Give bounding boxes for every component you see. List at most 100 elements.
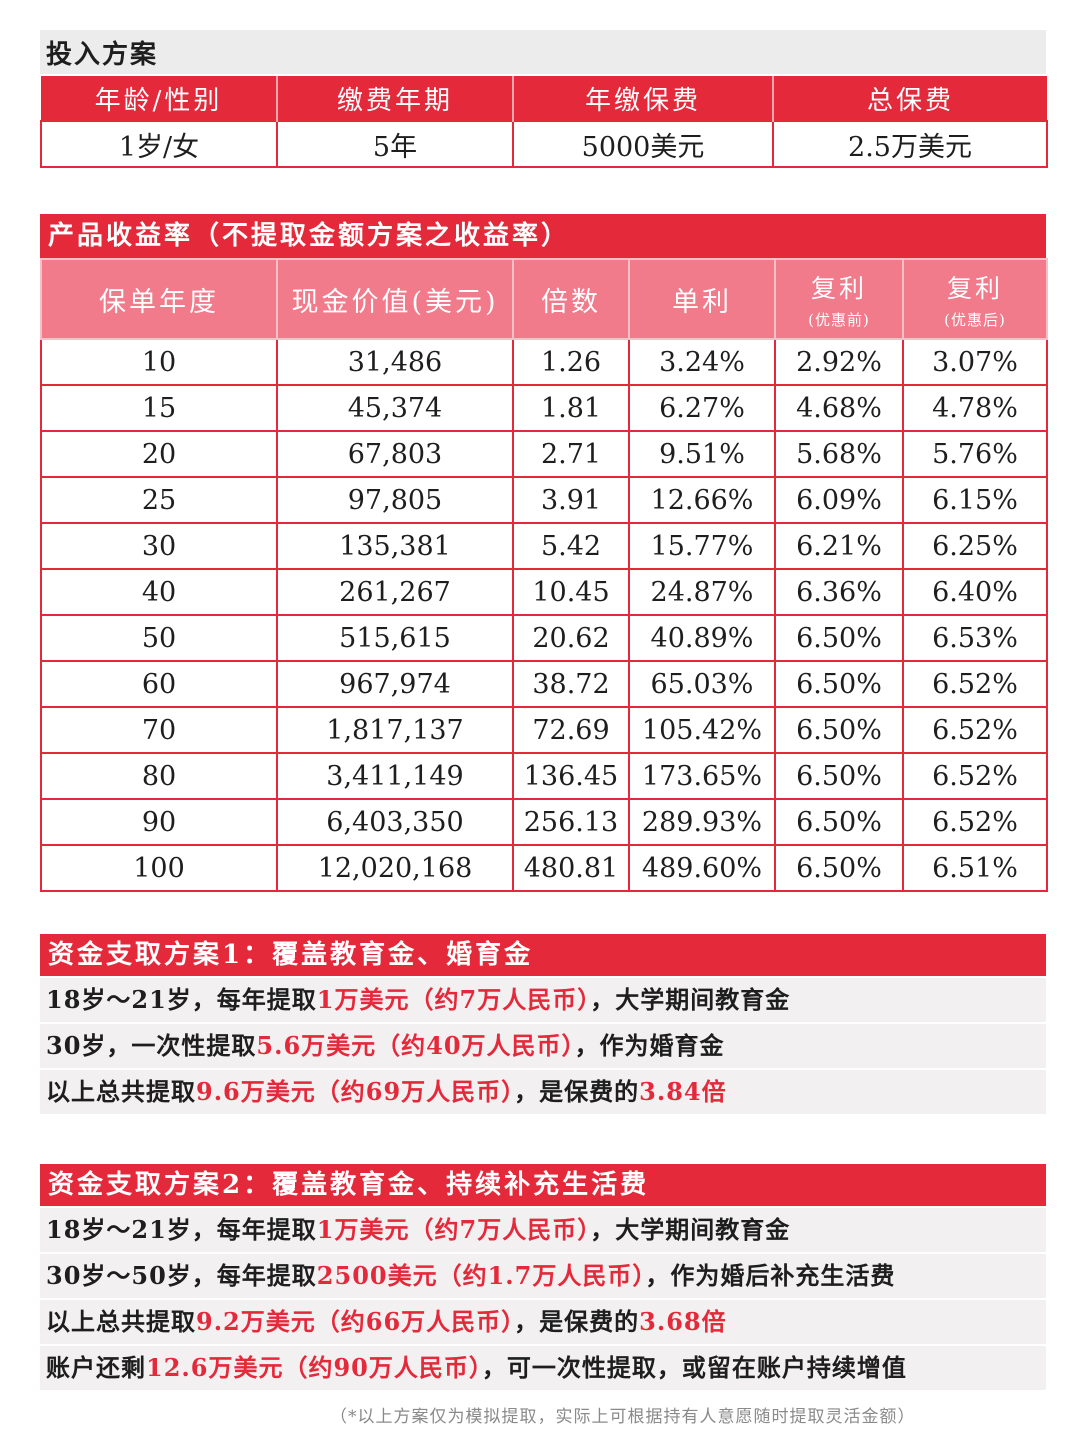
plan1-line: 30岁，一次性提取5.6万美元（约40万人民币），作为婚育金	[40, 1024, 1046, 1068]
header-compound-after: 复利 (优惠后)	[902, 258, 1048, 340]
cell-compound-after: 3.07%	[902, 338, 1048, 386]
cell-simple-rate: 6.27%	[628, 384, 776, 432]
header-policy-year: 保单年度	[40, 258, 278, 340]
table-row: 40 261,267 10.45 24.87% 6.36% 6.40%	[40, 568, 1048, 616]
returns-header-row: 保单年度 现金价值(美元) 倍数 单利 复利 (优惠前) 复利 (优惠后)	[40, 258, 1048, 340]
plan2-line: 18岁～21岁，每年提取1万美元（约7万人民币），大学期间教育金	[40, 1208, 1046, 1252]
plan1-line-part-c: ，是保费的	[514, 1077, 640, 1106]
cell-cash-value: 12,020,168	[276, 844, 514, 892]
cell-compound-after: 5.76%	[902, 430, 1048, 478]
cell-cash-value: 3,411,149	[276, 752, 514, 800]
plan1-line-part-c: ，大学期间教育金	[590, 985, 791, 1014]
investment-header-row: 年龄/性别 缴费年期 年缴保费 总保费	[41, 76, 1047, 121]
plan2-line: 以上总共提取9.2万美元（约66万人民币），是保费的3.68倍	[40, 1300, 1046, 1344]
cell-compound-after: 6.52%	[902, 798, 1048, 846]
table-row: 100 12,020,168 480.81 489.60% 6.50% 6.51%	[40, 844, 1048, 892]
cell-multiple: 10.45	[512, 568, 630, 616]
plan1-title: 资金支取方案1：覆盖教育金、婚育金	[40, 934, 1046, 976]
plan2-line: 30岁～50岁，每年提取2500美元（约1.7万人民币），作为婚后补充生活费	[40, 1254, 1046, 1298]
plan1-line-part-b: 5.6万美元（约40万人民币）	[256, 1031, 575, 1060]
investment-title: 投入方案	[46, 40, 159, 70]
table-row: 50 515,615 20.62 40.89% 6.50% 6.53%	[40, 614, 1048, 662]
cell-simple-rate: 40.89%	[628, 614, 776, 662]
cell-simple-rate: 65.03%	[628, 660, 776, 708]
investment-table: 年龄/性别 缴费年期 年缴保费 总保费 1岁/女 5年 5000美元 2.5万美…	[40, 76, 1048, 168]
cell-compound-after: 6.51%	[902, 844, 1048, 892]
cell-compound-after: 4.78%	[902, 384, 1048, 432]
table-row: 25 97,805 3.91 12.66% 6.09% 6.15%	[40, 476, 1048, 524]
plan1-line-part-a: 30岁，一次性提取	[46, 1031, 257, 1060]
cell-policy-year: 90	[40, 798, 278, 846]
cell-compound-before: 6.09%	[774, 476, 904, 524]
cell-compound-before: 6.50%	[774, 844, 904, 892]
returns-title: 产品收益率（不提取金额方案之收益率）	[40, 214, 1046, 258]
value-age-gender: 1岁/女	[40, 120, 278, 168]
cell-policy-year: 70	[40, 706, 278, 754]
cell-multiple: 136.45	[512, 752, 630, 800]
header-compound-before-sub: (优惠前)	[808, 310, 870, 329]
value-annual-premium: 5000美元	[512, 120, 774, 168]
header-cash-value: 现金价值(美元)	[276, 258, 514, 340]
cell-multiple: 5.42	[512, 522, 630, 570]
plan1-line: 18岁～21岁，每年提取1万美元（约7万人民币），大学期间教育金	[40, 978, 1046, 1022]
cell-cash-value: 67,803	[276, 430, 514, 478]
cell-policy-year: 10	[40, 338, 278, 386]
cell-simple-rate: 9.51%	[628, 430, 776, 478]
cell-compound-before: 5.68%	[774, 430, 904, 478]
plan2-line-part-a: 18岁～21岁，每年提取	[46, 1215, 317, 1244]
cell-policy-year: 20	[40, 430, 278, 478]
table-row: 30 135,381 5.42 15.77% 6.21% 6.25%	[40, 522, 1048, 570]
cell-policy-year: 40	[40, 568, 278, 616]
cell-compound-before: 6.36%	[774, 568, 904, 616]
cell-multiple: 72.69	[512, 706, 630, 754]
table-row: 15 45,374 1.81 6.27% 4.68% 4.78%	[40, 384, 1048, 432]
plan2-line-part-d: 3.68倍	[639, 1307, 727, 1336]
plan2-line: 账户还剩12.6万美元（约90万人民币），可一次性提取，或留在账户持续增值	[40, 1346, 1046, 1390]
cell-compound-after: 6.15%	[902, 476, 1048, 524]
cell-multiple: 480.81	[512, 844, 630, 892]
cell-multiple: 2.71	[512, 430, 630, 478]
header-simple-rate: 单利	[628, 258, 776, 340]
cell-multiple: 20.62	[512, 614, 630, 662]
plan1-line: 以上总共提取9.6万美元（约69万人民币），是保费的3.84倍	[40, 1070, 1046, 1114]
table-row: 70 1,817,137 72.69 105.42% 6.50% 6.52%	[40, 706, 1048, 754]
cell-compound-before: 6.50%	[774, 798, 904, 846]
table-row: 20 67,803 2.71 9.51% 5.68% 5.76%	[40, 430, 1048, 478]
cell-multiple: 256.13	[512, 798, 630, 846]
cell-cash-value: 1,817,137	[276, 706, 514, 754]
cell-simple-rate: 15.77%	[628, 522, 776, 570]
plan1-line-part-a: 18岁～21岁，每年提取	[46, 985, 317, 1014]
cell-compound-before: 2.92%	[774, 338, 904, 386]
cell-multiple: 1.81	[512, 384, 630, 432]
plan2-line-part-a: 30岁～50岁，每年提取	[46, 1261, 317, 1290]
header-multiple: 倍数	[512, 258, 630, 340]
cell-multiple: 3.91	[512, 476, 630, 524]
cell-compound-after: 6.52%	[902, 660, 1048, 708]
investment-title-bar	[40, 30, 1046, 74]
cell-cash-value: 967,974	[276, 660, 514, 708]
plan1-line-part-d: 3.84倍	[639, 1077, 727, 1106]
header-compound-before: 复利 (优惠前)	[774, 258, 904, 340]
plan1-line-part-c: ，作为婚育金	[574, 1031, 725, 1060]
cell-cash-value: 515,615	[276, 614, 514, 662]
cell-multiple: 1.26	[512, 338, 630, 386]
cell-policy-year: 60	[40, 660, 278, 708]
table-row: 90 6,403,350 256.13 289.93% 6.50% 6.52%	[40, 798, 1048, 846]
value-total-premium: 2.5万美元	[772, 120, 1048, 168]
plan1-line-part-a: 以上总共提取	[46, 1077, 196, 1106]
plan2-title: 资金支取方案2：覆盖教育金、持续补充生活费	[40, 1164, 1046, 1206]
cell-policy-year: 100	[40, 844, 278, 892]
cell-policy-year: 15	[40, 384, 278, 432]
cell-compound-before: 4.68%	[774, 384, 904, 432]
header-age-gender: 年龄/性别	[41, 76, 278, 121]
plan1-line-part-b: 1万美元（约7万人民币）	[316, 985, 591, 1014]
cell-cash-value: 261,267	[276, 568, 514, 616]
table-row: 80 3,411,149 136.45 173.65% 6.50% 6.52%	[40, 752, 1048, 800]
investment-value-row: 1岁/女 5年 5000美元 2.5万美元	[40, 120, 1048, 168]
cell-compound-before: 6.50%	[774, 614, 904, 662]
header-compound-after-sub: (优惠后)	[944, 310, 1006, 329]
cell-simple-rate: 12.66%	[628, 476, 776, 524]
plan2-line-part-a: 账户还剩	[46, 1353, 146, 1382]
table-row: 10 31,486 1.26 3.24% 2.92% 3.07%	[40, 338, 1048, 386]
cell-compound-after: 6.25%	[902, 522, 1048, 570]
